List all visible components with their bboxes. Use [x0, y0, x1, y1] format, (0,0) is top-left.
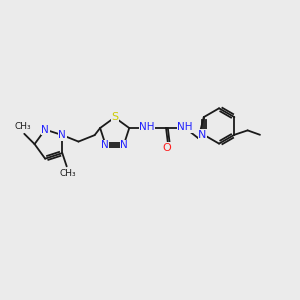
Text: S: S	[111, 112, 118, 122]
Text: N: N	[101, 140, 109, 150]
Text: N: N	[198, 130, 206, 140]
Text: CH₃: CH₃	[14, 122, 31, 131]
Text: N: N	[41, 124, 49, 134]
Text: NH: NH	[177, 122, 193, 132]
Text: CH₃: CH₃	[60, 169, 76, 178]
Text: N: N	[58, 130, 66, 140]
Text: O: O	[163, 143, 172, 153]
Text: N: N	[120, 140, 128, 150]
Text: NH: NH	[139, 122, 155, 132]
